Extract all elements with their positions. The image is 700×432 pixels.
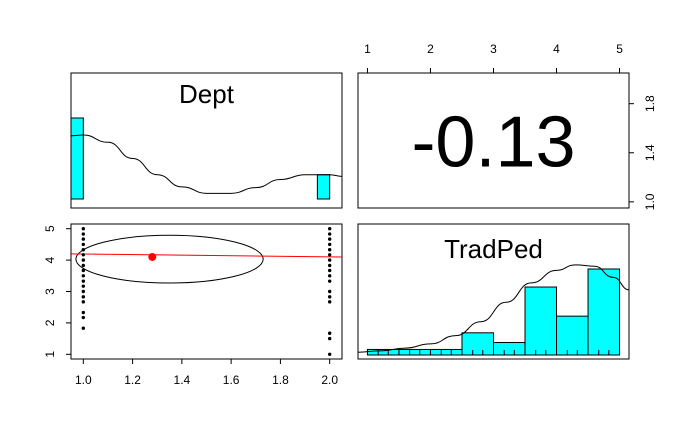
right-axis-tick-label-2: 1.8 — [643, 95, 657, 112]
left-axis-tick-label-1: 2 — [43, 319, 57, 326]
bottom-axis-tick-label-3: 1.6 — [223, 373, 240, 387]
dept-hist-bar-1 — [316, 174, 331, 200]
top-axis-tick-label-3: 4 — [553, 42, 560, 56]
dept-density-curve — [70, 134, 343, 194]
scatter-point — [81, 279, 86, 283]
top-axis-tick-label-4: 5 — [616, 42, 623, 56]
scatter-point — [81, 326, 86, 330]
scatter-point — [327, 279, 332, 283]
scatter-point — [327, 289, 332, 294]
bottom-axis-tick-label-5: 2.0 — [321, 373, 338, 387]
scatter-point — [81, 274, 86, 278]
tradped-hist-bar-7 — [587, 268, 621, 356]
right-axis-tick-label-0: 1.0 — [643, 193, 657, 210]
scatter-point — [81, 300, 86, 304]
dept-hist-bar-0 — [70, 117, 84, 200]
left-axis-tick-label-4: 5 — [43, 225, 57, 232]
tradped-hist-bar-2 — [429, 348, 463, 356]
scatter-point — [327, 263, 332, 268]
scatter-panel-frame — [70, 223, 343, 360]
scatter-point — [81, 295, 86, 299]
bottom-axis-tick-label-4: 1.8 — [272, 373, 289, 387]
dept-title: Dept — [179, 79, 235, 109]
scatter-point — [81, 227, 86, 231]
scatter-point — [81, 232, 86, 236]
top-axis-tick-label-0: 1 — [364, 42, 371, 56]
scatter-point — [81, 258, 86, 262]
scatter-point — [81, 268, 86, 273]
scatter-point — [81, 253, 86, 257]
centroid-point — [148, 252, 157, 261]
scatter-point — [327, 295, 332, 299]
scatter-point — [81, 248, 86, 252]
tradped-title: TradPed — [444, 234, 543, 264]
scatter-point — [327, 237, 332, 241]
bottom-axis-tick-label-2: 1.4 — [174, 373, 191, 387]
scatter-point — [81, 315, 86, 320]
right-axis-tick-label-1: 1.4 — [643, 144, 657, 161]
left-axis-tick-label-2: 3 — [43, 288, 57, 295]
top-axis-tick-label-1: 2 — [427, 42, 434, 56]
scatter-point — [327, 300, 332, 304]
scatter-point — [327, 242, 332, 247]
panel-scatter: 1.0 1.2 1.4 1.6 1.8 2.0 1 2 3 4 5 — [43, 223, 343, 387]
scatter-point — [81, 242, 86, 247]
scatter-point — [327, 232, 332, 236]
scatter-point — [327, 253, 332, 257]
scatter-point — [327, 352, 332, 356]
bottom-axis-tick-label-1: 1.2 — [124, 373, 141, 387]
scatter-point — [327, 258, 332, 262]
scatter-point — [81, 289, 86, 294]
tradped-hist-bar-3 — [461, 332, 494, 356]
scatter-point — [327, 248, 332, 252]
loess-fit-line — [70, 253, 343, 258]
scatter-point — [81, 237, 86, 241]
scatter-point — [81, 284, 86, 288]
scatter-point — [327, 268, 332, 273]
left-axis-tick-label-0: 1 — [43, 351, 57, 358]
dept-panel-frame — [70, 72, 343, 209]
scatter-point — [327, 274, 332, 278]
tradped-hist-bar-5 — [524, 286, 558, 356]
tradped-hist-bar-4 — [493, 342, 526, 356]
scatter-point — [81, 310, 86, 315]
correlation-value: -0.13 — [411, 103, 575, 183]
scatter-point — [327, 227, 332, 231]
bottom-axis-tick-label-0: 1.0 — [75, 373, 92, 387]
left-axis-tick-label-3: 4 — [43, 256, 57, 263]
tradped-hist-bar-6 — [556, 315, 589, 356]
scatter-point — [327, 331, 332, 335]
correlation-ellipse — [75, 234, 264, 284]
scatter-point — [81, 263, 86, 268]
tradped-density-curve — [357, 264, 630, 353]
panel-correlation: -0.13 1 2 3 4 5 1.0 1.4 1.8 — [357, 42, 657, 210]
panel-dept-histogram: Dept — [70, 72, 343, 209]
scatter-point — [327, 336, 332, 341]
top-axis-tick-label-2: 3 — [490, 42, 497, 56]
panel-tradped-histogram: TradPed — [357, 223, 630, 360]
tradped-panel-frame — [357, 223, 630, 360]
tradped-hist-bar-1 — [398, 348, 431, 356]
